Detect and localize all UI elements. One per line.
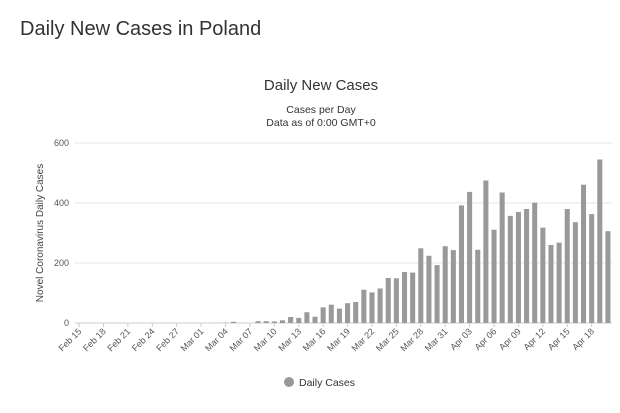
grid-lines <box>75 142 612 324</box>
bar[interactable] <box>320 307 326 323</box>
y-tick-label: 200 <box>54 258 69 268</box>
bars <box>223 159 611 324</box>
bar[interactable] <box>548 245 554 323</box>
y-axis-title: Novel Coronavirus Daily Cases <box>35 164 46 302</box>
x-tick-label: Feb 24 <box>130 326 157 353</box>
x-tick-label: Apr 12 <box>521 326 547 352</box>
x-tick-label: Apr 03 <box>448 326 474 352</box>
legend[interactable]: Daily Cases <box>284 377 355 389</box>
bar[interactable] <box>450 250 456 323</box>
bar[interactable] <box>426 255 432 323</box>
bar[interactable] <box>255 321 261 323</box>
y-tick-label: 600 <box>54 138 69 148</box>
bar[interactable] <box>377 288 383 324</box>
bar[interactable] <box>572 222 578 323</box>
bar[interactable] <box>442 246 448 323</box>
bar[interactable] <box>263 321 269 323</box>
bar[interactable] <box>507 215 513 323</box>
bar[interactable] <box>581 184 587 323</box>
bar[interactable] <box>524 209 530 323</box>
bar[interactable] <box>279 320 285 323</box>
bar[interactable] <box>369 292 375 323</box>
bar[interactable] <box>288 317 294 323</box>
x-tick-label: Feb 27 <box>154 326 181 353</box>
x-tick-label: Apr 15 <box>546 326 572 352</box>
legend-label: Daily Cases <box>299 377 355 389</box>
x-tick-label: Feb 15 <box>57 326 84 353</box>
x-tick-label: Mar 22 <box>350 326 377 353</box>
bar[interactable] <box>515 212 521 323</box>
bar[interactable] <box>532 202 538 323</box>
x-tick-label: Mar 10 <box>252 326 279 353</box>
x-tick-label: Mar 19 <box>325 326 352 353</box>
chart-subtitle-date: Data as of 0:00 GMT+0 <box>266 117 376 129</box>
bar[interactable] <box>540 227 546 323</box>
x-tick-label: Mar 01 <box>179 326 206 353</box>
bar[interactable] <box>393 278 399 323</box>
x-tick-label: Mar 25 <box>374 326 401 353</box>
x-tick-label: Mar 04 <box>203 326 230 353</box>
bar[interactable] <box>385 278 391 323</box>
bar[interactable] <box>402 272 408 323</box>
bar[interactable] <box>418 248 424 323</box>
x-tick-label: Feb 21 <box>105 326 132 353</box>
bar[interactable] <box>499 192 505 324</box>
bar[interactable] <box>312 316 318 323</box>
x-tick-label: Apr 06 <box>473 326 499 352</box>
bar[interactable] <box>458 205 464 323</box>
x-tick-label: Mar 13 <box>276 326 303 353</box>
x-tick-label: Mar 16 <box>301 326 328 353</box>
legend-marker <box>284 377 294 387</box>
bar[interactable] <box>491 229 497 323</box>
bar[interactable] <box>467 191 473 323</box>
y-tick-label: 400 <box>54 198 69 208</box>
x-tick-label: Mar 07 <box>227 326 254 353</box>
x-tick-label: Mar 28 <box>398 326 425 353</box>
bar[interactable] <box>271 321 277 324</box>
page-title: Daily New Cases in Poland <box>20 18 262 40</box>
y-axis-ticks: 0 200 400 600 <box>54 138 69 328</box>
bar[interactable] <box>597 159 603 324</box>
chart-title: Daily New Cases <box>264 77 378 94</box>
x-tick-label: Feb 18 <box>81 326 108 353</box>
bar[interactable] <box>328 304 334 323</box>
bar[interactable] <box>589 214 595 323</box>
bar[interactable] <box>434 265 440 323</box>
bar[interactable] <box>556 242 562 323</box>
chart-subtitle: Cases per Day <box>286 104 356 116</box>
x-tick-label: Apr 09 <box>497 326 523 352</box>
y-tick-label: 0 <box>64 318 69 328</box>
bar[interactable] <box>361 289 367 323</box>
x-tick-label: Mar 31 <box>423 326 450 353</box>
bar[interactable] <box>336 308 342 323</box>
bar[interactable] <box>475 249 481 323</box>
bar[interactable] <box>483 180 489 324</box>
bar[interactable] <box>410 272 416 323</box>
bar[interactable] <box>296 317 302 323</box>
bar[interactable] <box>345 303 351 323</box>
x-tick-label: Apr 18 <box>570 326 596 352</box>
bar[interactable] <box>605 231 611 323</box>
bar[interactable] <box>564 209 570 323</box>
bar[interactable] <box>304 312 310 323</box>
bar[interactable] <box>353 302 359 323</box>
bar[interactable] <box>231 321 237 323</box>
